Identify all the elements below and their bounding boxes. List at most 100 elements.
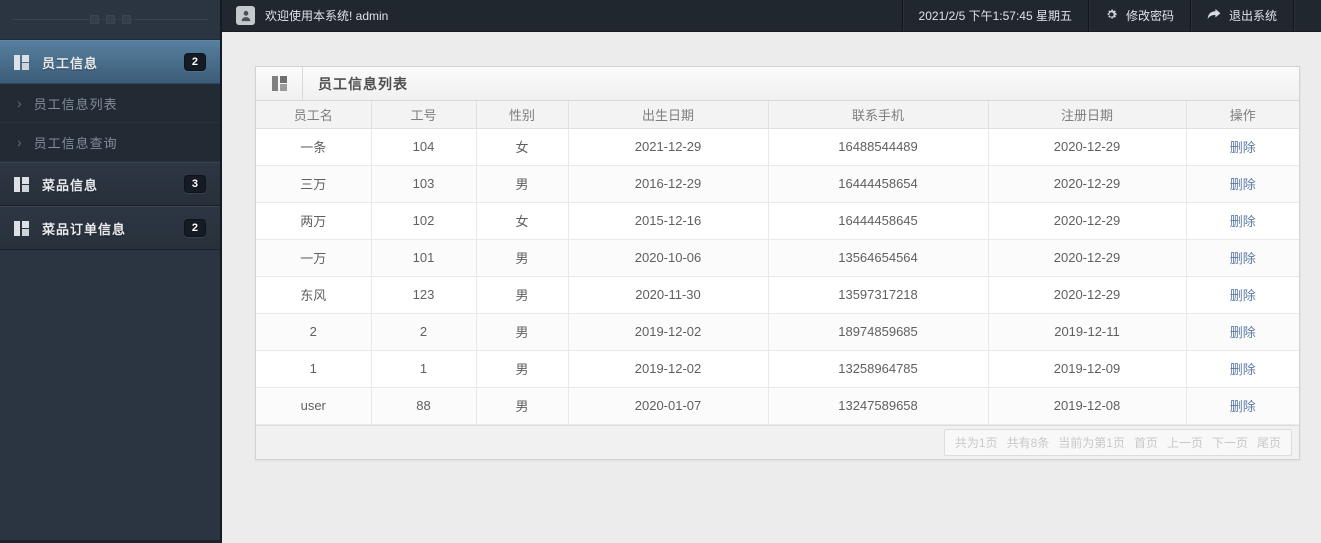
layout-grid-icon [14, 54, 29, 70]
table-cell: 18974859685 [767, 312, 989, 351]
datetime-text: 2021/2/5 下午1:57:45 星期五 [918, 9, 1072, 23]
pagination-link[interactable]: 下一页 [1211, 435, 1248, 450]
table-cell: user [256, 386, 372, 425]
layout-grid-icon [14, 220, 29, 236]
action-cell: 删除 [1185, 349, 1299, 388]
change-password-label: 修改密码 [1125, 9, 1174, 23]
delete-link[interactable]: 删除 [1229, 251, 1256, 266]
action-cell: 删除 [1185, 238, 1299, 277]
table-cell: 1 [370, 349, 477, 388]
table-cell: 一条 [256, 127, 372, 166]
table-cell: 2019-12-09 [987, 349, 1187, 388]
employee-table: 员工名 工号 性别 出生日期 联系手机 注册日期 操作 一条 104 女 2021-12-29 16… [256, 101, 1299, 425]
pagination-info: 共为1页 [954, 435, 998, 450]
chevron-right-icon: › [17, 134, 23, 150]
table-cell: 2019-12-08 [987, 386, 1187, 425]
delete-link[interactable]: 删除 [1229, 399, 1256, 414]
delete-link[interactable]: 删除 [1229, 140, 1256, 155]
table-cell: 88 [370, 386, 477, 425]
delete-link[interactable]: 删除 [1229, 177, 1256, 192]
table-cell: 2016-12-29 [567, 164, 769, 203]
table-cell: 123 [370, 275, 477, 314]
table-cell: 2 [370, 312, 477, 351]
delete-link[interactable]: 删除 [1229, 288, 1256, 303]
table-cell: 东风 [256, 275, 372, 314]
pagination-link[interactable]: 首页 [1133, 435, 1158, 450]
logout-arrow-icon [1207, 8, 1221, 23]
table-cell: 男 [475, 349, 569, 388]
table-cell: 2020-12-29 [987, 201, 1187, 240]
sidebar-item[interactable]: 员工信息 2 [0, 40, 220, 84]
table-cell: 2020-12-29 [987, 275, 1187, 314]
welcome-area: 欢迎使用本系统! admin [222, 6, 388, 25]
table-cell: 三万 [256, 164, 372, 203]
table-cell: 16444458645 [767, 201, 989, 240]
sidebar-menu: 员工信息 2 › 员工信息列表 › 员工信息查询菜品信息 3 菜品订单信息 2 [0, 40, 220, 250]
column-header: 联系手机 [767, 101, 989, 129]
table-row: 一条 104 女 2021-12-29 16488544489 2020-12-29 删除 [256, 127, 1299, 166]
panel-header: 员工信息列表 [256, 67, 1299, 101]
table-row: 两万 102 女 2015-12-16 16444458645 2020-12-29 删除 [256, 201, 1299, 240]
table-cell: 16444458654 [767, 164, 989, 203]
action-cell: 删除 [1185, 201, 1299, 240]
pagination-info: 共有8条 [1006, 435, 1050, 450]
table-cell: 女 [475, 127, 569, 166]
table-cell: 102 [370, 201, 477, 240]
column-header: 性别 [475, 101, 569, 129]
table-cell: 2 [256, 312, 372, 351]
table-body: 一条 104 女 2021-12-29 16488544489 2020-12-29 删除三… [256, 127, 1299, 425]
sidebar-subitem[interactable]: › 员工信息查询 [0, 123, 220, 162]
action-cell: 删除 [1185, 164, 1299, 203]
table-cell: 2019-12-11 [987, 312, 1187, 351]
table-cell: 2020-11-30 [567, 275, 769, 314]
logout-button[interactable]: 退出系统 [1189, 0, 1293, 31]
header-actions: 2021/2/5 下午1:57:45 星期五 修改密码 退出系统 [901, 0, 1321, 31]
sidebar-subitem-label: 员工信息查询 [33, 135, 118, 151]
top-header: 欢迎使用本系统! admin 2021/2/5 下午1:57:45 星期五 修改… [222, 0, 1321, 32]
change-password-button[interactable]: 修改密码 [1087, 0, 1190, 31]
table-row: 一万 101 男 2020-10-06 13564654564 2020-12-29 删除 [256, 238, 1299, 277]
chevron-right-icon: › [17, 95, 23, 111]
pagination-link[interactable]: 上一页 [1166, 435, 1203, 450]
table-row: 三万 103 男 2016-12-29 16444458654 2020-12-29 删除 [256, 164, 1299, 203]
delete-link[interactable]: 删除 [1229, 214, 1256, 229]
action-cell: 删除 [1185, 127, 1299, 166]
employee-list-panel: 员工信息列表 员工名 工号 性别 出生日期 联系手机 注册日期 操作 一条 104 女 2021-… [255, 66, 1300, 460]
table-cell: 2020-01-07 [567, 386, 769, 425]
gear-icon [1105, 8, 1118, 24]
panel-title: 员工信息列表 [318, 75, 408, 92]
layout-grid-icon [14, 176, 29, 192]
table-cell: 13258964785 [767, 349, 989, 388]
table-cell: 13564654564 [767, 238, 989, 277]
table-cell: 2020-12-29 [987, 164, 1187, 203]
sidebar-item[interactable]: 菜品订单信息 2 [0, 206, 220, 250]
column-header: 注册日期 [987, 101, 1187, 129]
sidebar-item-label: 菜品订单信息 [42, 221, 127, 237]
table-cell: 男 [475, 275, 569, 314]
table-cell: 两万 [256, 201, 372, 240]
table-cell: 101 [370, 238, 477, 277]
table-cell: 女 [475, 201, 569, 240]
sidebar-item[interactable]: 菜品信息 3 [0, 162, 220, 206]
table-cell: 2019-12-02 [567, 312, 769, 351]
delete-link[interactable]: 删除 [1229, 362, 1256, 377]
sidebar: 员工信息 2 › 员工信息列表 › 员工信息查询菜品信息 3 菜品订单信息 2 [0, 0, 222, 543]
pagination-link[interactable]: 尾页 [1256, 435, 1281, 450]
sidebar-subitem[interactable]: › 员工信息列表 [0, 84, 220, 123]
table-cell: 2015-12-16 [567, 201, 769, 240]
delete-link[interactable]: 删除 [1229, 325, 1256, 340]
table-cell: 一万 [256, 238, 372, 277]
table-row: user 88 男 2020-01-07 13247589658 2019-12-08 删除 [256, 386, 1299, 425]
column-header: 出生日期 [567, 101, 769, 129]
sidebar-item-label: 菜品信息 [42, 177, 99, 193]
table-cell: 16488544489 [767, 127, 989, 166]
welcome-text: 欢迎使用本系统! admin [265, 9, 389, 23]
content-area: 员工信息列表 员工名 工号 性别 出生日期 联系手机 注册日期 操作 一条 104 女 2021-… [222, 32, 1321, 543]
column-header: 工号 [370, 101, 477, 129]
table-cell: 2021-12-29 [567, 127, 769, 166]
action-cell: 删除 [1185, 312, 1299, 351]
table-cell: 男 [475, 164, 569, 203]
sidebar-subitem-label: 员工信息列表 [33, 96, 118, 112]
table-row: 东风 123 男 2020-11-30 13597317218 2020-12-29 删除 [256, 275, 1299, 314]
table-cell: 男 [475, 312, 569, 351]
